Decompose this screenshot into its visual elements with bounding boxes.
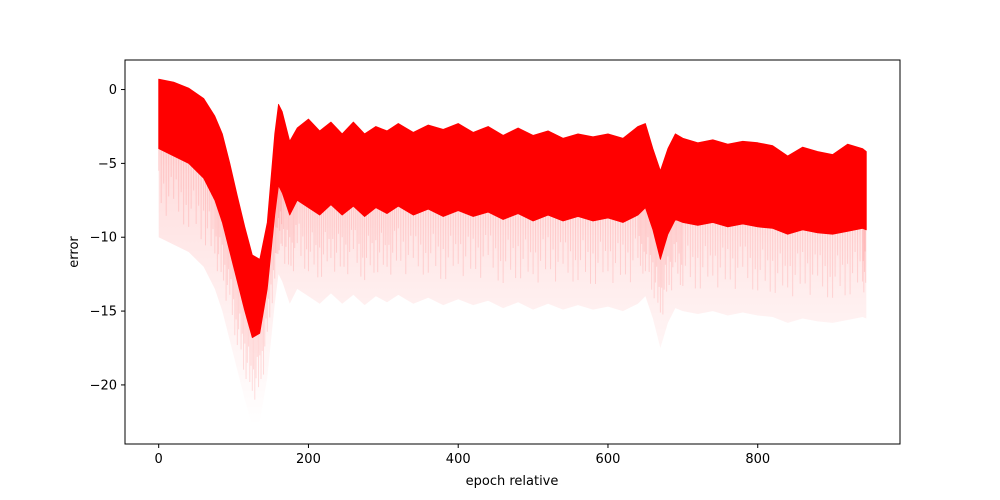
faint-scatter-tail [158, 148, 867, 427]
x-tick-label: 200 [296, 452, 321, 467]
y-axis: 0 −5 −10 −15 −20 [90, 83, 125, 393]
x-tick-label: 400 [446, 452, 471, 467]
error-band [158, 78, 867, 339]
x-axis-label: epoch relative [466, 474, 559, 489]
data-layer [158, 78, 867, 427]
plot-area [158, 78, 867, 427]
y-tick-label: −20 [90, 378, 117, 393]
y-tick-label: −10 [90, 231, 117, 246]
x-tick-label: 600 [596, 452, 621, 467]
x-tick-label: 800 [745, 452, 770, 467]
plot-frame [124, 59, 901, 445]
x-axis: 0 200 400 600 800 [155, 444, 770, 467]
x-tick-label: 0 [155, 452, 163, 467]
y-axis-label: error [67, 236, 82, 268]
y-tick-label: −15 [90, 305, 117, 320]
y-tick-label: −5 [98, 157, 117, 172]
y-tick-label: 0 [109, 83, 117, 98]
